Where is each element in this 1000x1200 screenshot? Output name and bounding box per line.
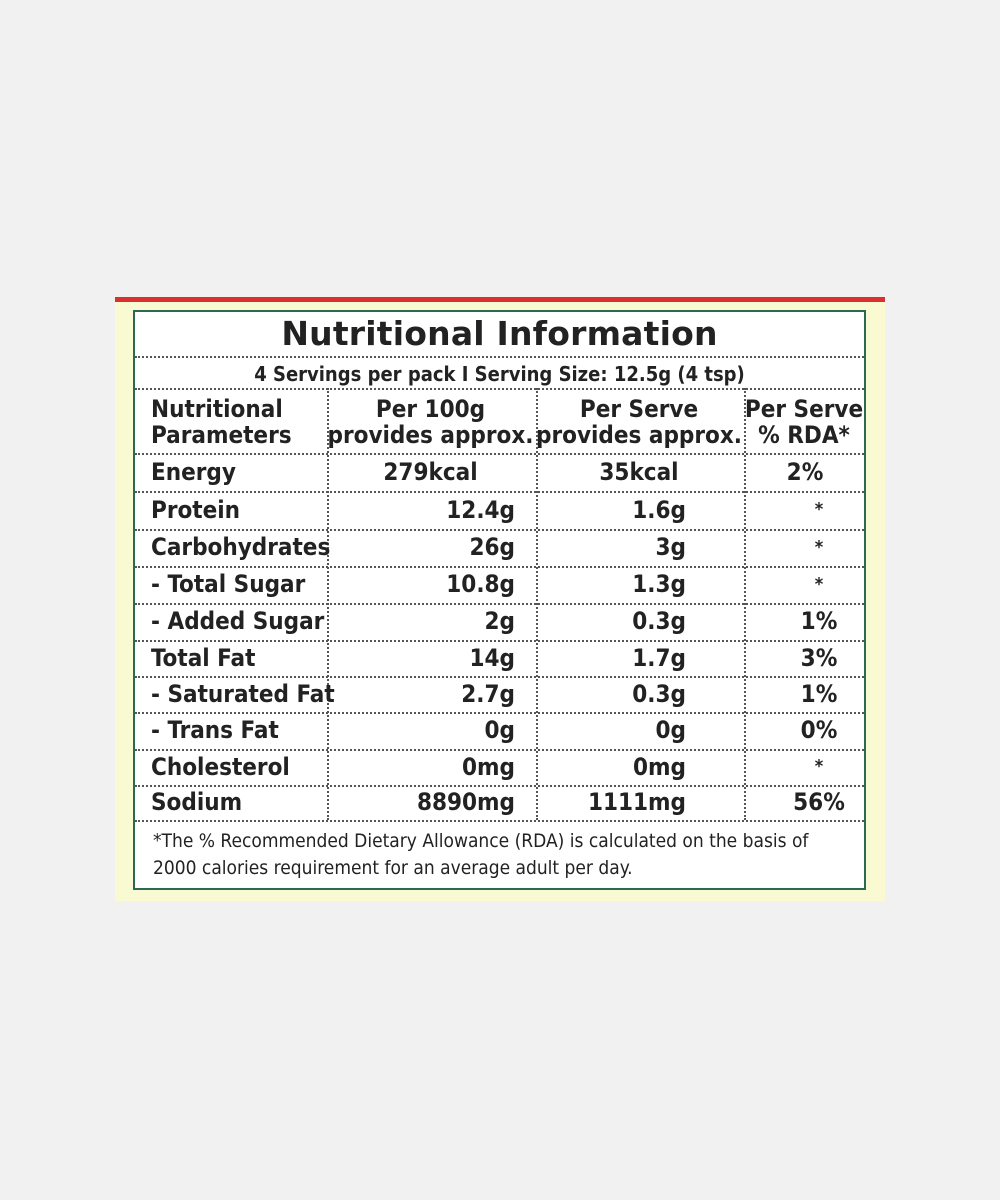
column-header-per100g-line2: provides approx. [327,421,534,449]
row-divider [135,566,864,568]
row-cholesterol-name: Cholesterol [151,753,290,781]
table-bottom-divider [135,820,864,822]
row-protein-rda: * [814,499,824,520]
row-carbohydrates-per100g: 26g [469,533,515,561]
row-total-sugar-rda: * [814,574,824,595]
nutrition-label-card: Nutritional Information 4 Servings per p… [115,297,885,901]
row-divider [135,491,864,493]
row-sodium-perserve: 1111mg [587,788,686,816]
rda-footnote: *The % Recommended Dietary Allowance (RD… [153,828,853,882]
row-total-fat-per100g: 14g [469,644,515,672]
serving-info: 4 Servings per pack I Serving Size: 12.5… [135,356,864,390]
row-trans-fat-perserve: 0g [655,716,686,744]
column-header-perserve-line2: provides approx. [536,421,742,449]
row-sodium-name: Sodium [151,788,243,816]
row-total-sugar-per100g: 10.8g [446,570,515,598]
row-saturated-fat-name: - Saturated Fat [151,680,335,708]
row-divider [135,453,864,455]
row-saturated-fat-per100g: 2.7g [461,680,515,708]
row-carbohydrates-perserve: 3g [655,533,686,561]
rda-footnote-line1: *The % Recommended Dietary Allowance (RD… [153,830,809,852]
row-protein-name: Protein [151,496,241,524]
row-protein-per100g: 12.4g [446,496,515,524]
column-header-rda: Per Serve % RDA* [744,396,864,448]
row-divider [135,712,864,714]
row-divider [135,676,864,678]
column-header-parameters: Nutritional Parameters [151,396,331,448]
row-divider [135,603,864,605]
column-header-rda-line2: % RDA* [758,421,850,449]
column-header-perserve-line1: Per Serve [579,395,699,423]
row-total-fat-name: Total Fat [151,644,256,672]
row-added-sugar-rda: 1% [800,607,838,635]
row-divider [135,640,864,642]
row-energy-perserve: 35kcal [599,458,679,486]
rda-footnote-line2: 2000 calories requirement for an average… [153,857,633,879]
row-saturated-fat-rda: 1% [800,680,838,708]
row-added-sugar-name: - Added Sugar [151,607,325,635]
label-title: Nutritional Information [281,314,718,353]
row-protein-perserve: 1.6g [632,496,686,524]
row-sodium-per100g: 8890mg [416,788,515,816]
column-header-perserve: Per Serve provides approx. [536,396,742,448]
column-header-parameters-line2: Parameters [151,421,292,449]
row-total-sugar-perserve: 1.3g [632,570,686,598]
row-divider [135,529,864,531]
row-trans-fat-rda: 0% [800,716,838,744]
row-carbohydrates-name: Carbohydrates [151,533,331,561]
row-total-fat-rda: 3% [800,644,838,672]
row-energy-name: Energy [151,458,236,486]
header-top-divider [135,388,864,390]
row-trans-fat-name: - Trans Fat [151,716,279,744]
row-sodium-rda: 56% [793,788,845,816]
column-header-parameters-line1: Nutritional [151,395,283,423]
column-header-rda-line1: Per Serve [744,395,864,423]
row-divider [135,749,864,751]
row-added-sugar-per100g: 2g [484,607,515,635]
row-cholesterol-rda: * [814,756,824,777]
package-red-strip [115,297,885,302]
column-header-per100g-line1: Per 100g [375,395,486,423]
row-trans-fat-per100g: 0g [484,716,515,744]
row-saturated-fat-perserve: 0.3g [632,680,686,708]
row-cholesterol-per100g: 0mg [462,753,515,781]
nutrition-panel: Nutritional Information 4 Servings per p… [133,310,866,890]
row-total-sugar-name: - Total Sugar [151,570,306,598]
row-divider [135,785,864,787]
row-carbohydrates-rda: * [814,537,824,558]
row-cholesterol-perserve: 0mg [633,753,686,781]
row-total-fat-perserve: 1.7g [632,644,686,672]
column-header-per100g: Per 100g provides approx. [327,396,534,448]
row-energy-rda: 2% [786,458,824,486]
row-added-sugar-perserve: 0.3g [632,607,686,635]
row-energy-per100g: 279kcal [383,458,478,486]
